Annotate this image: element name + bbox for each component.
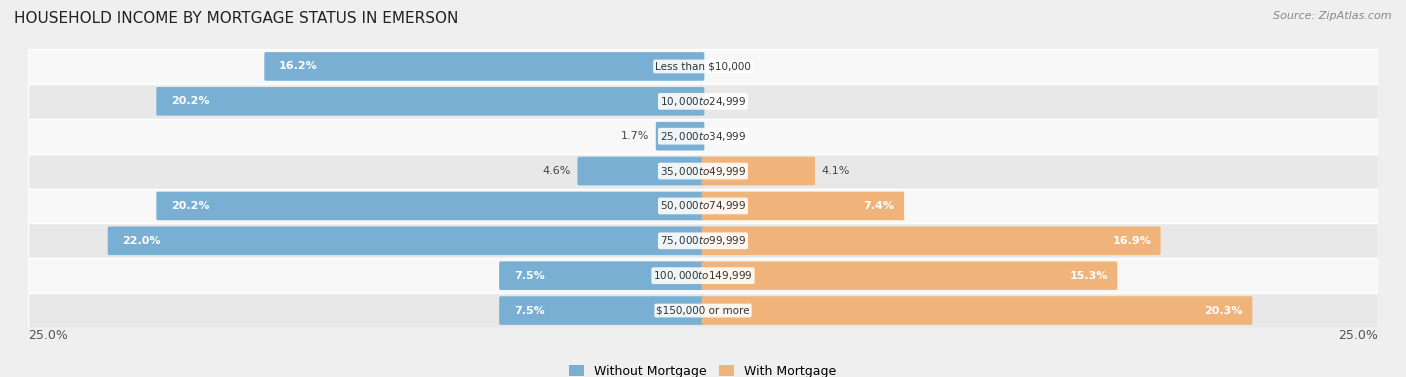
Text: $25,000 to $34,999: $25,000 to $34,999	[659, 130, 747, 143]
FancyBboxPatch shape	[156, 87, 704, 116]
Text: 20.2%: 20.2%	[172, 96, 209, 106]
Text: 25.0%: 25.0%	[1339, 329, 1378, 342]
FancyBboxPatch shape	[702, 157, 815, 185]
Text: $10,000 to $24,999: $10,000 to $24,999	[659, 95, 747, 108]
FancyBboxPatch shape	[108, 227, 704, 255]
Text: 20.3%: 20.3%	[1205, 305, 1243, 316]
FancyBboxPatch shape	[156, 192, 704, 220]
Text: $35,000 to $49,999: $35,000 to $49,999	[659, 165, 747, 178]
FancyBboxPatch shape	[702, 227, 1160, 255]
FancyBboxPatch shape	[702, 192, 904, 220]
Bar	[28, 84, 1378, 119]
Text: 1.7%: 1.7%	[620, 131, 650, 141]
Text: 4.1%: 4.1%	[821, 166, 851, 176]
Text: 25.0%: 25.0%	[28, 329, 67, 342]
Bar	[28, 154, 1378, 188]
Text: 20.2%: 20.2%	[172, 201, 209, 211]
FancyBboxPatch shape	[264, 52, 704, 81]
Text: $100,000 to $149,999: $100,000 to $149,999	[654, 269, 752, 282]
Bar	[28, 258, 1378, 293]
FancyBboxPatch shape	[499, 261, 704, 290]
Bar	[28, 119, 1378, 154]
Text: 22.0%: 22.0%	[122, 236, 162, 246]
Text: 16.9%: 16.9%	[1112, 236, 1152, 246]
Bar	[28, 223, 1378, 258]
Text: Source: ZipAtlas.com: Source: ZipAtlas.com	[1274, 11, 1392, 21]
Text: $150,000 or more: $150,000 or more	[657, 305, 749, 316]
Bar	[28, 293, 1378, 328]
Text: 7.5%: 7.5%	[515, 305, 544, 316]
FancyBboxPatch shape	[578, 157, 704, 185]
Text: 4.6%: 4.6%	[543, 166, 571, 176]
Text: 7.4%: 7.4%	[863, 201, 894, 211]
Text: 16.2%: 16.2%	[280, 61, 318, 72]
Text: $50,000 to $74,999: $50,000 to $74,999	[659, 199, 747, 212]
FancyBboxPatch shape	[655, 122, 704, 150]
Text: Less than $10,000: Less than $10,000	[655, 61, 751, 72]
FancyBboxPatch shape	[702, 261, 1118, 290]
Bar	[28, 188, 1378, 223]
FancyBboxPatch shape	[702, 296, 1253, 325]
Text: 15.3%: 15.3%	[1070, 271, 1108, 281]
Bar	[28, 49, 1378, 84]
Text: HOUSEHOLD INCOME BY MORTGAGE STATUS IN EMERSON: HOUSEHOLD INCOME BY MORTGAGE STATUS IN E…	[14, 11, 458, 26]
Text: $75,000 to $99,999: $75,000 to $99,999	[659, 234, 747, 247]
FancyBboxPatch shape	[499, 296, 704, 325]
Legend: Without Mortgage, With Mortgage: Without Mortgage, With Mortgage	[564, 360, 842, 377]
Text: 7.5%: 7.5%	[515, 271, 544, 281]
